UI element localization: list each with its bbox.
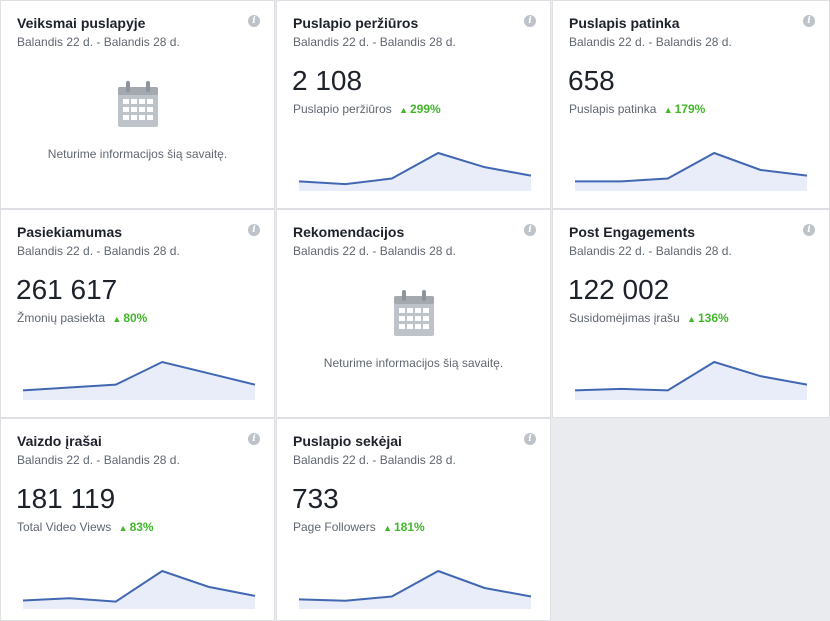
card-title: Pasiekiamumas [17, 224, 123, 240]
up-arrow-icon: ▲ [112, 314, 122, 324]
calendar-icon [118, 81, 158, 127]
date-range: Balandis 22 d. - Balandis 28 d. [293, 35, 456, 49]
date-range: Balandis 22 d. - Balandis 28 d. [17, 244, 180, 258]
card-videos[interactable]: Vaizdo įrašai i Balandis 22 d. - Balandi… [0, 418, 275, 621]
metric-label-row: Puslapis patinka ▲ 179% [569, 102, 705, 116]
delta-badge: ▲ 136% [687, 311, 729, 325]
sparkline-area [23, 362, 255, 400]
delta-value: 83% [129, 520, 154, 534]
sparkline-chart [298, 151, 532, 191]
info-icon[interactable]: i [248, 15, 260, 27]
info-icon[interactable]: i [248, 224, 260, 236]
metric-label-row: Page Followers ▲ 181% [293, 520, 425, 534]
metric-label: Susidomėjimas įrašu [569, 311, 680, 325]
empty-message: Neturime informacijos šią savaitę. [47, 147, 228, 161]
sparkline-chart [22, 569, 256, 609]
metric-label-row: Total Video Views ▲ 83% [17, 520, 154, 534]
date-range: Balandis 22 d. - Balandis 28 d. [293, 453, 456, 467]
delta-value: 179% [674, 102, 706, 116]
metric-value: 122 002 [568, 274, 670, 305]
calendar-icon [394, 290, 434, 336]
sparkline-chart [22, 360, 256, 400]
metric-label: Total Video Views [17, 520, 112, 534]
metric-value: 181 119 [16, 483, 116, 514]
sparkline-area [299, 153, 531, 191]
card-page-actions[interactable]: Veiksmai puslapyje i Balandis 22 d. - Ba… [0, 0, 275, 209]
card-title: Vaizdo įrašai [17, 433, 102, 449]
card-post-engagements[interactable]: Post Engagements i Balandis 22 d. - Bala… [552, 209, 830, 418]
up-arrow-icon: ▲ [399, 105, 408, 115]
metric-label: Žmonių pasiekta [17, 311, 106, 325]
sparkline-area [299, 571, 531, 609]
metric-label: Puslapio peržiūros [293, 102, 392, 116]
sparkline-chart [574, 360, 808, 400]
metric-value: 261 617 [16, 274, 118, 305]
date-range: Balandis 22 d. - Balandis 28 d. [17, 35, 180, 49]
metric-value: 2 108 [292, 65, 363, 96]
delta-value: 80% [123, 311, 148, 325]
card-title: Rekomendacijos [293, 224, 405, 240]
info-icon[interactable]: i [524, 224, 536, 236]
up-arrow-icon: ▲ [383, 523, 392, 533]
sparkline-chart [298, 569, 532, 609]
sparkline-area [575, 362, 807, 400]
metric-label: Puslapis patinka [569, 102, 657, 116]
card-reach[interactable]: Pasiekiamumas i Balandis 22 d. - Balandi… [0, 209, 275, 418]
card-page-likes[interactable]: Puslapis patinka i Balandis 22 d. - Bala… [552, 0, 830, 209]
card-title: Puslapis patinka [569, 15, 680, 31]
metric-label-row: Susidomėjimas įrašu ▲ 136% [569, 311, 729, 325]
sparkline-line [22, 569, 256, 603]
card-title: Puslapio sekėjai [293, 433, 402, 449]
empty-grid-slot [553, 418, 830, 621]
delta-value: 181% [393, 520, 425, 534]
delta-badge: ▲ 181% [383, 520, 425, 534]
sparkline-line [22, 360, 256, 392]
card-recommendations[interactable]: Rekomendacijos i Balandis 22 d. - Baland… [276, 209, 551, 418]
sparkline-chart [575, 151, 808, 191]
sparkline-line [575, 151, 808, 183]
delta-value: 136% [697, 311, 729, 325]
info-icon[interactable]: i [803, 224, 815, 236]
delta-badge: ▲ 80% [112, 311, 147, 325]
card-page-views[interactable]: Puslapio peržiūros i Balandis 22 d. - Ba… [276, 0, 551, 209]
empty-message: Neturime informacijos šią savaitę. [323, 356, 504, 370]
card-title: Post Engagements [569, 224, 696, 240]
delta-badge: ▲ 179% [664, 102, 706, 116]
card-title: Veiksmai puslapyje [17, 15, 146, 31]
date-range: Balandis 22 d. - Balandis 28 d. [293, 244, 456, 258]
date-range: Balandis 22 d. - Balandis 28 d. [569, 35, 732, 49]
metric-label: Page Followers [293, 520, 376, 534]
info-icon[interactable]: i [248, 433, 260, 445]
sparkline-line [298, 569, 532, 602]
up-arrow-icon: ▲ [118, 523, 128, 533]
info-icon[interactable]: i [524, 15, 536, 27]
date-range: Balandis 22 d. - Balandis 28 d. [569, 244, 732, 258]
up-arrow-icon: ▲ [663, 105, 673, 115]
delta-badge: ▲ 299% [399, 102, 441, 116]
card-page-followers[interactable]: Puslapio sekėjai i Balandis 22 d. - Bala… [276, 418, 551, 621]
metric-value: 733 [292, 483, 339, 514]
info-icon[interactable]: i [524, 433, 536, 445]
sparkline-line [298, 151, 532, 186]
delta-value: 299% [409, 102, 441, 116]
metric-value: 658 [568, 65, 615, 96]
info-icon[interactable]: i [803, 15, 815, 27]
delta-badge: ▲ 83% [119, 520, 154, 534]
metric-label-row: Puslapio peržiūros ▲ 299% [293, 102, 441, 116]
up-arrow-icon: ▲ [687, 314, 696, 324]
metric-label-row: Žmonių pasiekta ▲ 80% [17, 311, 147, 325]
date-range: Balandis 22 d. - Balandis 28 d. [17, 453, 180, 467]
card-title: Puslapio peržiūros [293, 15, 419, 31]
sparkline-line [574, 360, 808, 392]
